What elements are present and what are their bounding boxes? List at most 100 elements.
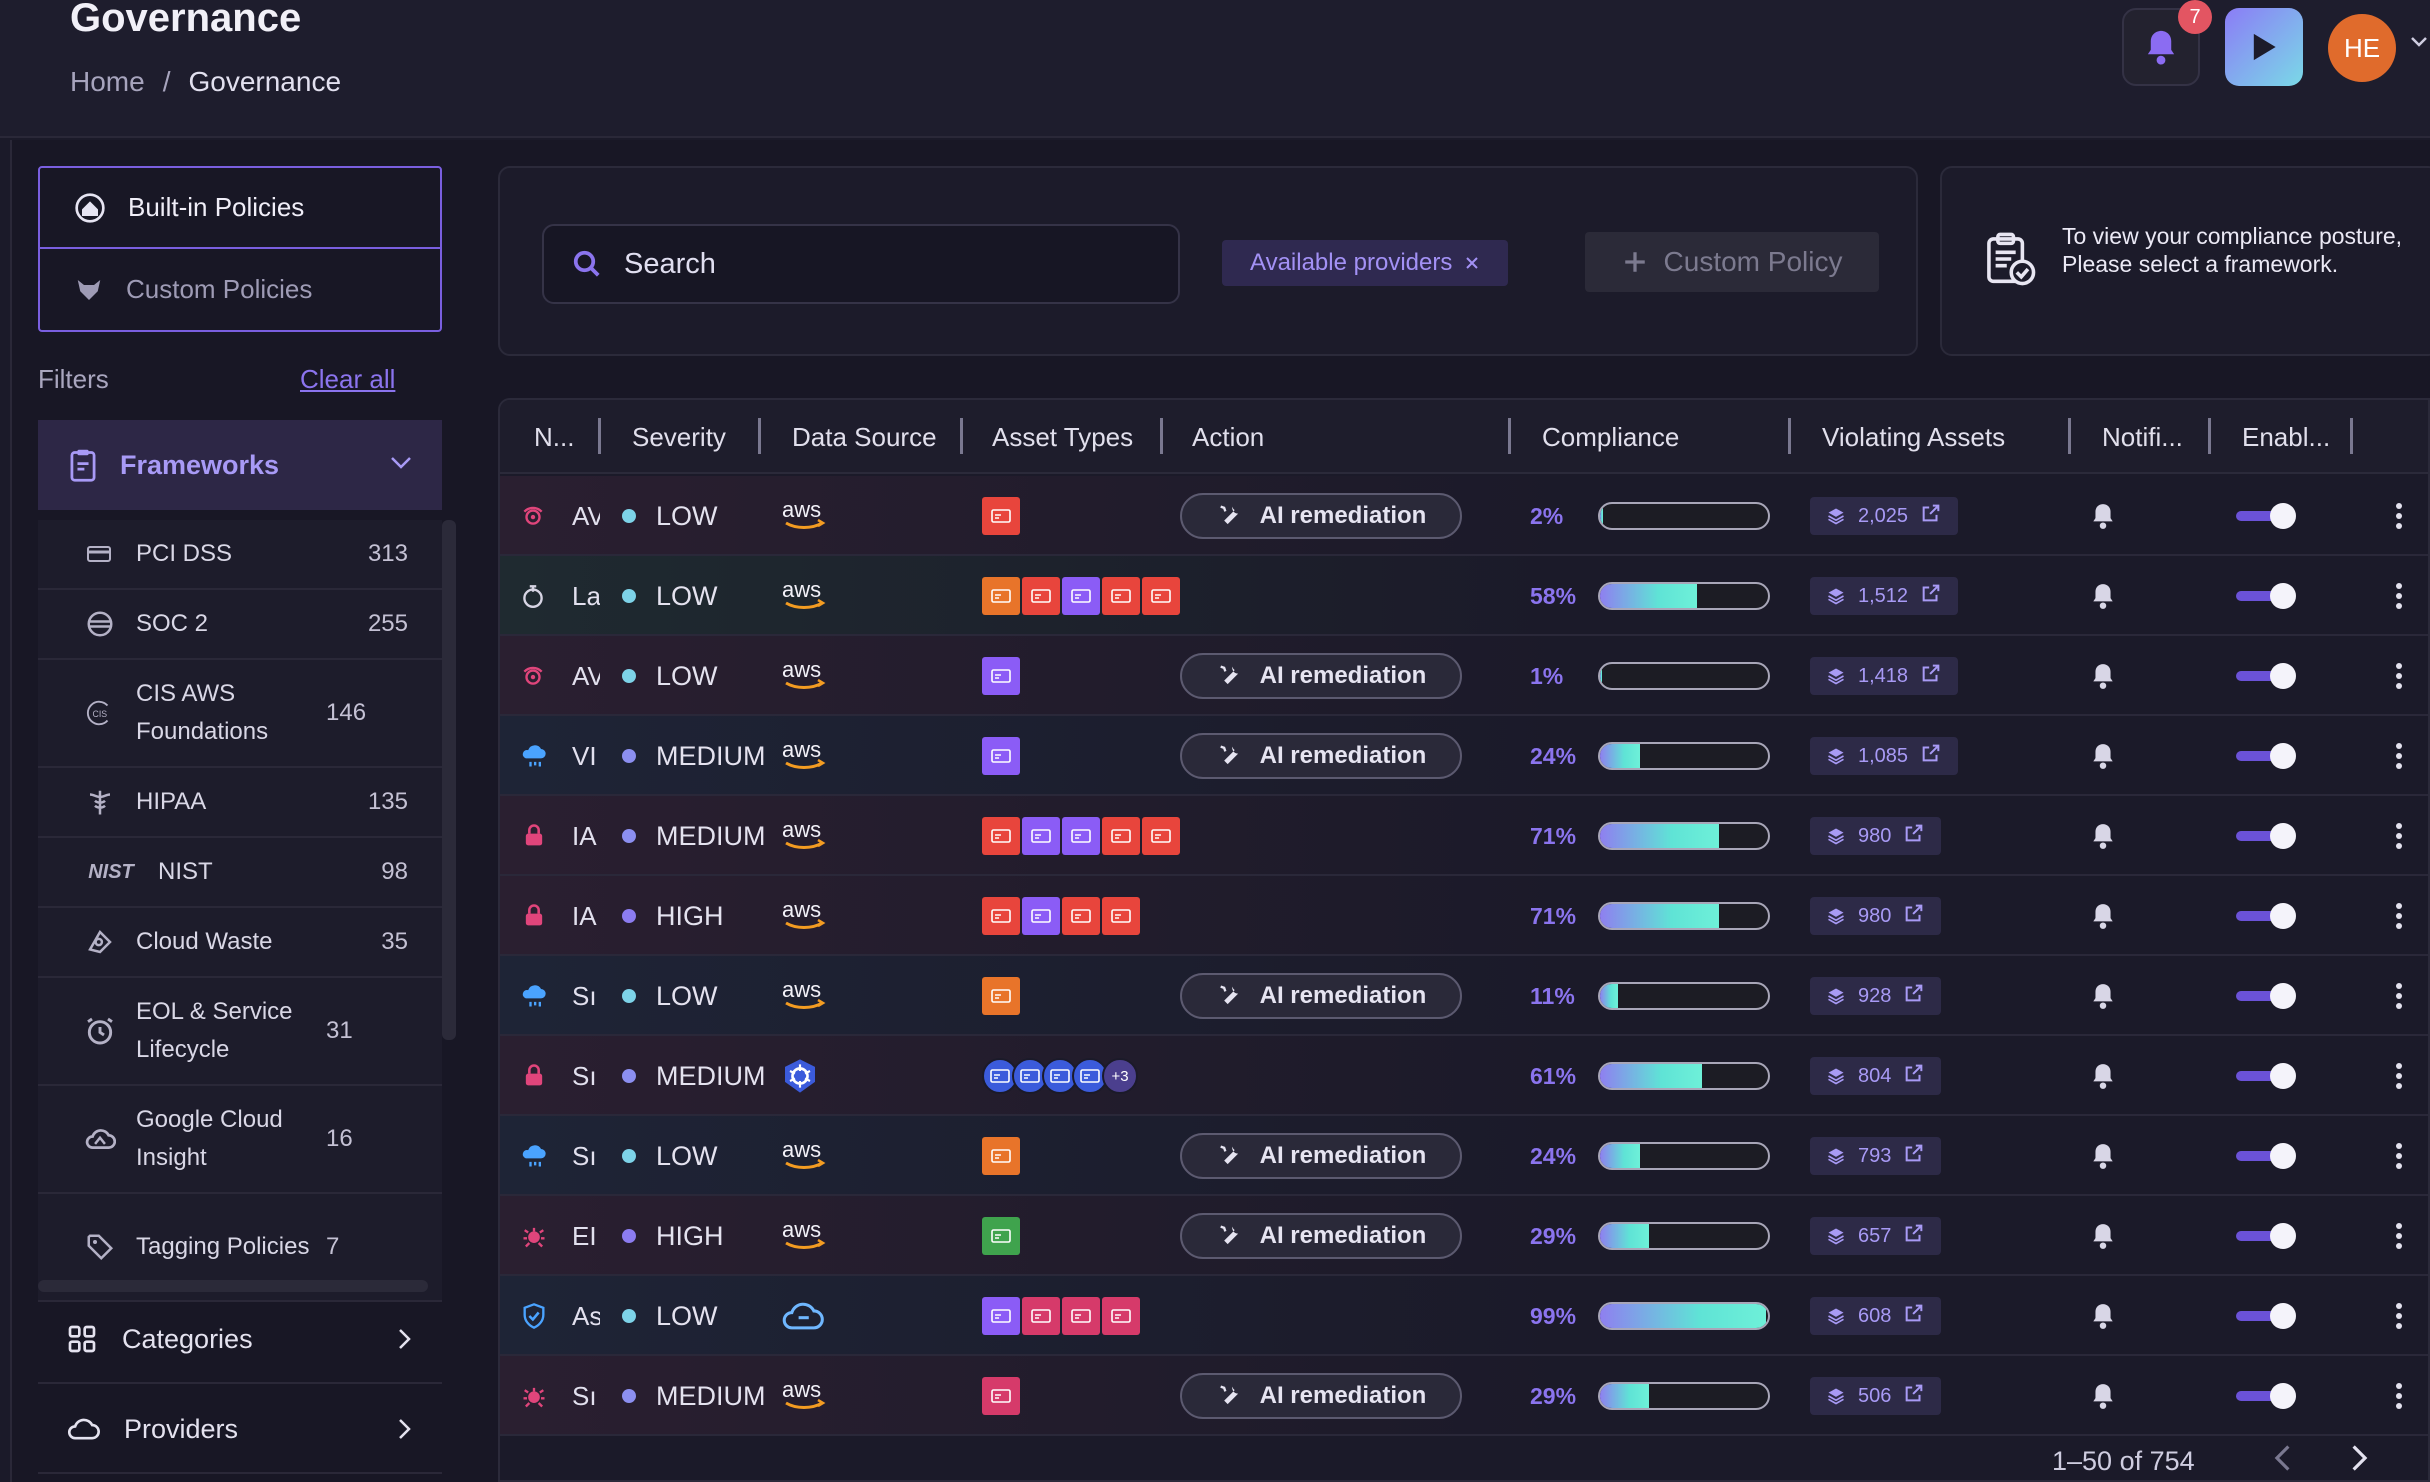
play-button[interactable]: [2225, 8, 2303, 86]
ai-remediation-button[interactable]: AI remediation: [1180, 733, 1462, 779]
ai-remediation-button[interactable]: AI remediation: [1180, 973, 1462, 1019]
external-link-icon[interactable]: [1903, 1382, 1925, 1410]
sidebar-horizontal-scrollbar[interactable]: [38, 1280, 428, 1292]
tab-built-in-policies[interactable]: Built-in Policies: [40, 168, 440, 249]
external-link-icon[interactable]: [1903, 902, 1925, 930]
custom-policy-button[interactable]: Custom Policy: [1585, 232, 1879, 292]
external-link-icon[interactable]: [1920, 582, 1942, 610]
more-assets-badge[interactable]: +3: [1102, 1058, 1138, 1094]
enabled-toggle[interactable]: [2236, 503, 2296, 529]
violating-assets-badge[interactable]: 506: [1810, 1377, 1942, 1415]
col-notifications[interactable]: Notifi...: [2102, 421, 2183, 452]
enabled-toggle[interactable]: [2236, 983, 2296, 1009]
external-link-icon[interactable]: [1903, 1142, 1925, 1170]
more-options-icon[interactable]: [2394, 716, 2404, 796]
col-name[interactable]: N...: [534, 421, 575, 452]
ai-remediation-button[interactable]: AI remediation: [1180, 1373, 1462, 1419]
notification-bell-icon[interactable]: [2090, 636, 2116, 716]
col-enabled[interactable]: Enabl...: [2242, 421, 2331, 452]
notification-bell-icon[interactable]: [2090, 796, 2116, 876]
policy-name[interactable]: EI: [572, 1220, 597, 1251]
close-icon[interactable]: [1464, 255, 1480, 271]
more-options-icon[interactable]: [2394, 1356, 2404, 1436]
enabled-toggle[interactable]: [2236, 903, 2296, 929]
column-resizer[interactable]: [2068, 418, 2071, 454]
notifications-button[interactable]: 7: [2122, 0, 2212, 86]
chevron-down-icon[interactable]: [2410, 36, 2428, 48]
framework-item[interactable]: PCI DSS 313: [38, 520, 442, 590]
table-row[interactable]: VI MEDIUM aws AI remediation 24% 1,085: [500, 716, 2428, 796]
notification-bell-icon[interactable]: [2090, 1116, 2116, 1196]
external-link-icon[interactable]: [1920, 502, 1942, 530]
table-row[interactable]: AV LOW aws AI remediation 1% 1,418: [500, 636, 2428, 716]
column-resizer[interactable]: [2208, 418, 2211, 454]
more-options-icon[interactable]: [2394, 476, 2404, 556]
external-link-icon[interactable]: [1903, 1062, 1925, 1090]
table-row[interactable]: IA MEDIUM aws 71% 980: [500, 796, 2428, 876]
enabled-toggle[interactable]: [2236, 1063, 2296, 1089]
column-resizer[interactable]: [960, 418, 963, 454]
col-compliance[interactable]: Compliance: [1542, 421, 1680, 452]
notification-bell-icon[interactable]: [2090, 1276, 2116, 1356]
external-link-icon[interactable]: [1903, 982, 1925, 1010]
table-row[interactable]: IA HIGH aws 71% 980: [500, 876, 2428, 956]
framework-item[interactable]: NIST NIST 98: [38, 838, 442, 908]
notification-bell-icon[interactable]: [2090, 556, 2116, 636]
col-action[interactable]: Action: [1192, 421, 1265, 452]
col-asset-types[interactable]: Asset Types: [992, 421, 1134, 452]
column-resizer[interactable]: [1788, 418, 1791, 454]
policy-name[interactable]: Sı: [572, 1380, 597, 1411]
chevron-left-icon[interactable]: [2272, 1444, 2292, 1472]
violating-assets-badge[interactable]: 793: [1810, 1137, 1942, 1175]
policy-name[interactable]: Sı: [572, 1060, 597, 1091]
table-row[interactable]: EI HIGH aws AI remediation 29% 657: [500, 1196, 2428, 1276]
external-link-icon[interactable]: [1903, 1302, 1925, 1330]
more-options-icon[interactable]: [2394, 636, 2404, 716]
sidebar-scrollbar[interactable]: [442, 520, 456, 1040]
enabled-toggle[interactable]: [2236, 663, 2296, 689]
more-options-icon[interactable]: [2394, 556, 2404, 636]
search-input[interactable]: Search: [542, 224, 1180, 304]
policy-name[interactable]: IA: [572, 820, 597, 851]
column-resizer[interactable]: [1160, 418, 1163, 454]
external-link-icon[interactable]: [1920, 742, 1942, 770]
col-data-source[interactable]: Data Source: [792, 421, 937, 452]
policy-name[interactable]: VI: [572, 740, 597, 771]
policy-name[interactable]: Sı: [572, 1140, 597, 1171]
framework-item[interactable]: Google Cloud Insight 16: [38, 1086, 442, 1194]
external-link-icon[interactable]: [1903, 1222, 1925, 1250]
table-row[interactable]: As LOW 99% 608: [500, 1276, 2428, 1356]
violating-assets-badge[interactable]: 1,085: [1810, 737, 1959, 775]
framework-item[interactable]: SOC 2 255: [38, 590, 442, 660]
nav-categories[interactable]: Categories: [38, 1296, 442, 1384]
nav-providers[interactable]: Providers: [38, 1386, 442, 1474]
column-resizer[interactable]: [1508, 418, 1511, 454]
column-resizer[interactable]: [2350, 418, 2353, 454]
violating-assets-badge[interactable]: 804: [1810, 1057, 1942, 1095]
table-row[interactable]: La LOW aws 58% 1,512: [500, 556, 2428, 636]
notification-bell-icon[interactable]: [2090, 1036, 2116, 1116]
notification-bell-icon[interactable]: [2090, 1356, 2116, 1436]
framework-item[interactable]: EOL & Service Lifecycle 31: [38, 978, 442, 1086]
violating-assets-badge[interactable]: 657: [1810, 1217, 1942, 1255]
frameworks-accordion[interactable]: Frameworks: [38, 420, 442, 510]
more-options-icon[interactable]: [2394, 1196, 2404, 1276]
table-row[interactable]: AV LOW aws AI remediation 2% 2,025: [500, 476, 2428, 556]
notification-bell-icon[interactable]: [2090, 1196, 2116, 1276]
more-options-icon[interactable]: [2394, 796, 2404, 876]
violating-assets-badge[interactable]: 1,418: [1810, 657, 1959, 695]
more-options-icon[interactable]: [2394, 1036, 2404, 1116]
ai-remediation-button[interactable]: AI remediation: [1180, 653, 1462, 699]
framework-item[interactable]: Cloud Waste 35: [38, 908, 442, 978]
enabled-toggle[interactable]: [2236, 743, 2296, 769]
table-row[interactable]: Sı MEDIUM +3 61% 804: [500, 1036, 2428, 1116]
tab-custom-policies[interactable]: Custom Policies: [40, 249, 440, 330]
violating-assets-badge[interactable]: 928: [1810, 977, 1942, 1015]
column-resizer[interactable]: [598, 418, 601, 454]
violating-assets-badge[interactable]: 980: [1810, 897, 1942, 935]
notification-bell-icon[interactable]: [2090, 876, 2116, 956]
notification-bell-icon[interactable]: [2090, 956, 2116, 1036]
external-link-icon[interactable]: [1903, 822, 1925, 850]
chevron-right-icon[interactable]: [2350, 1444, 2370, 1472]
enabled-toggle[interactable]: [2236, 1143, 2296, 1169]
